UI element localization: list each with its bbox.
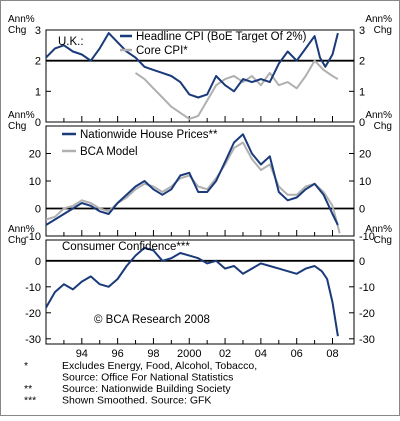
y-tick-label-right: 10 — [359, 176, 371, 188]
legend-label: Core CPI* — [136, 45, 188, 57]
y-tick-label-left: 3 — [35, 25, 41, 37]
chart-panel-3: -30 -30-20 -20-10 -100 0Ann%ChgAnn%ChgConsum… — [8, 224, 392, 346]
y-unit-label-left: Chg — [8, 235, 26, 246]
footnote-marker: *** — [24, 395, 36, 407]
y-unit-label-right: Ann% — [365, 224, 392, 235]
footnote-line: Source: Nationwide Building Society — [62, 383, 231, 395]
panel-label: Consumer Confidence*** — [62, 241, 190, 253]
footnote-marker: * — [24, 360, 28, 372]
y-tick-label-left: -10 — [25, 282, 41, 294]
x-tick-label: 04 — [255, 348, 267, 360]
panel-frame — [45, 29, 355, 123]
footnote-line: Excludes Energy, Food, Alcohol, Tobacco, — [62, 360, 257, 372]
y-unit-label-right: Chg — [374, 25, 392, 36]
y-unit-label-right: Chg — [374, 235, 392, 246]
y-tick-label-right: 1 — [359, 86, 365, 98]
x-tick-label: 94 — [76, 348, 88, 360]
y-tick-label-left: -30 — [25, 334, 41, 346]
y-tick-label-left: 1 — [35, 86, 41, 98]
footnote-line: Source: Office For National Statistics — [62, 372, 233, 384]
panel-label: U.K.: — [58, 36, 84, 48]
y-tick-label-left: 2 — [35, 56, 41, 68]
series-line-1-2 — [134, 59, 339, 120]
y-tick-label-left: 0 — [35, 204, 41, 216]
legend-label: BCA Model — [80, 146, 138, 158]
panel-frame — [45, 239, 355, 345]
y-tick-label-left: -20 — [25, 308, 41, 320]
footnote-line: Shown Smoothed. Source: GFK — [62, 395, 211, 407]
y-tick-label-right: 0 — [359, 204, 365, 216]
x-tick-label: 2000 — [177, 348, 201, 360]
y-tick-label-left: -10 — [25, 231, 41, 243]
x-tick-label: 02 — [219, 348, 231, 360]
y-tick-label-right: 2 — [359, 56, 365, 68]
y-tick-label-left: 10 — [29, 176, 41, 188]
y-tick-label-right: 0 — [359, 117, 365, 129]
legend-label: Nationwide House Prices** — [80, 129, 218, 141]
y-unit-label-left: Chg — [8, 121, 26, 132]
y-tick-label-left: 0 — [35, 256, 41, 268]
copyright-annotation: © BCA Research 2008 — [94, 314, 210, 326]
y-unit-label-left: Ann% — [8, 110, 35, 121]
y-unit-label-right: Ann% — [365, 110, 392, 121]
y-tick-label-right: 3 — [359, 25, 365, 37]
legend-label: Headline CPI (BoE Target Of 2%) — [136, 31, 307, 43]
series-line-2-1 — [45, 133, 339, 226]
y-unit-label-right: Ann% — [365, 14, 392, 25]
y-unit-label-right: Chg — [374, 121, 392, 132]
y-tick-label-right: 20 — [359, 149, 371, 161]
footnotes: * Excludes Energy, Food, Alcohol, Tobacco… — [24, 360, 257, 407]
series-line-1-1 — [45, 32, 339, 99]
y-tick-label-right: -30 — [359, 334, 375, 346]
y-tick-label-left: 20 — [29, 149, 41, 161]
y-unit-label-left: Chg — [8, 25, 26, 36]
series-line-3-1 — [45, 246, 339, 337]
x-tick-label: 06 — [291, 348, 303, 360]
y-tick-label-right: -20 — [359, 308, 375, 320]
x-tick-label: 08 — [326, 348, 338, 360]
y-tick-label-right: -10 — [359, 231, 375, 243]
x-tick-label: 98 — [147, 348, 159, 360]
y-tick-label-right: 0 — [359, 256, 365, 268]
x-tick-label: 96 — [112, 348, 124, 360]
y-tick-label-left: 0 — [35, 117, 41, 129]
y-unit-label-left: Ann% — [8, 14, 35, 25]
y-unit-label-left: Ann% — [8, 224, 35, 235]
footnote-marker: ** — [24, 383, 32, 395]
y-tick-label-right: -10 — [359, 282, 375, 294]
